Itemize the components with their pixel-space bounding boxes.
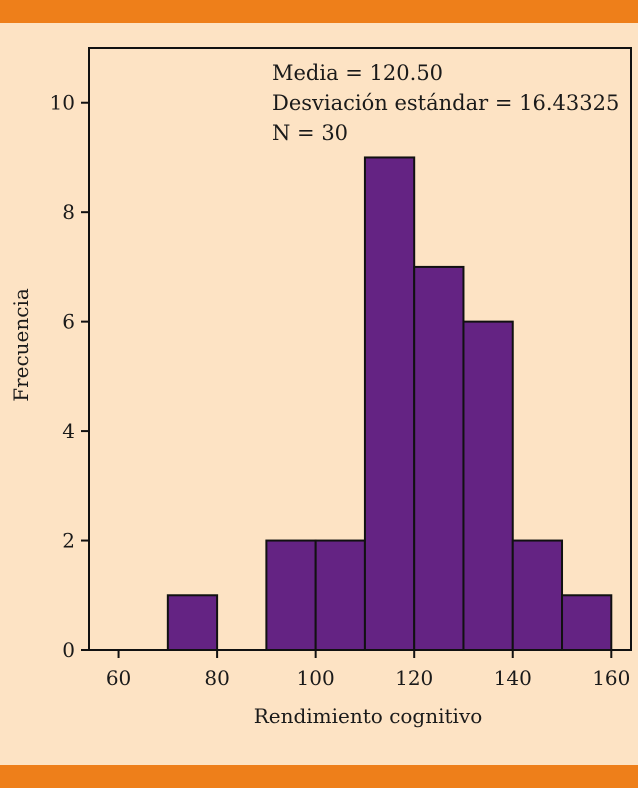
- annotation-mean: Media = 120.50: [272, 61, 443, 85]
- x-axis-title: Rendimiento cognitivo: [254, 704, 483, 728]
- annotation-std-dev: Desviación estándar = 16.43325: [272, 91, 619, 115]
- y-tick-label: 6: [62, 310, 75, 334]
- y-axis-ticks: 0 2 4 6 8 10: [50, 91, 89, 662]
- x-tick-label: 160: [592, 666, 630, 690]
- histogram-bar-100-110: [314, 539, 366, 652]
- histogram-bar-120-130: [413, 265, 465, 651]
- histogram-bar-150-160: [561, 594, 613, 651]
- histogram-bar-110-120: [363, 156, 416, 651]
- y-tick-label: 8: [62, 200, 75, 224]
- histogram-bar-90-100: [265, 539, 317, 652]
- y-tick-label: 2: [62, 529, 75, 553]
- y-tick-label: 0: [62, 638, 75, 662]
- histogram-bar-70-80: [166, 594, 219, 651]
- y-tick-label: 10: [50, 91, 75, 115]
- y-axis-title: Frecuencia: [9, 288, 33, 402]
- bottom-orange-band: [0, 765, 638, 788]
- histogram-bar-140-150: [511, 539, 564, 652]
- x-tick-label: 100: [297, 666, 335, 690]
- annotation-n: N = 30: [272, 121, 348, 145]
- histogram-bar-130-140: [462, 320, 514, 651]
- x-tick-label: 80: [204, 666, 229, 690]
- top-orange-band: [0, 0, 638, 23]
- x-axis-ticks: 60 80 100 120 140 160: [106, 650, 630, 690]
- bars-group: [166, 156, 613, 652]
- y-tick-label: 4: [62, 419, 75, 443]
- x-tick-label: 140: [494, 666, 532, 690]
- x-tick-label: 60: [106, 666, 131, 690]
- x-tick-label: 120: [395, 666, 433, 690]
